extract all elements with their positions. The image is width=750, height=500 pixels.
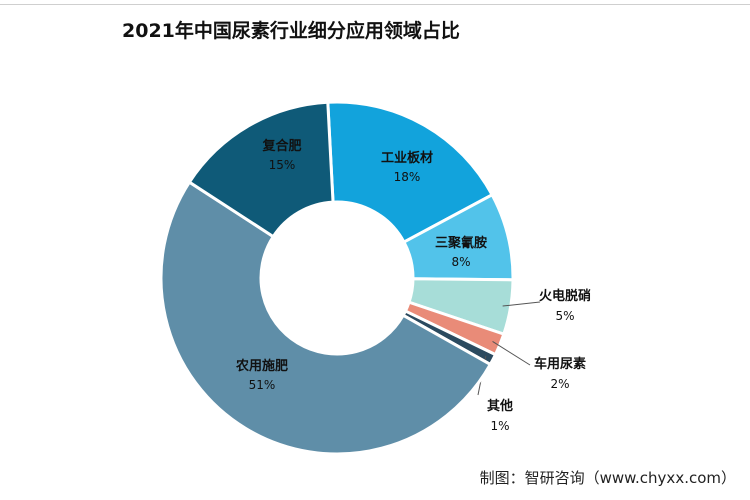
slice-label: 其他: [487, 398, 513, 414]
slice-percent: 15%: [269, 158, 296, 172]
slice-label: 农用施肥: [235, 358, 288, 374]
slice-percent: 2%: [550, 377, 569, 391]
slice-label: 三聚氰胺: [435, 235, 487, 251]
slice-percent: 18%: [394, 170, 421, 184]
slice-percent: 5%: [555, 309, 574, 323]
slice-label: 车用尿素: [534, 356, 586, 372]
slice-label: 火电脱硝: [539, 288, 591, 304]
source-footer: 制图：智研咨询（www.chyxx.com）: [479, 469, 736, 487]
slice-label: 工业板材: [381, 150, 433, 166]
slice-复合肥: [187, 100, 335, 239]
chart-title: 2021年中国尿素行业细分应用领域占比: [122, 20, 460, 42]
slice-label: 复合肥: [261, 138, 301, 154]
leader-line: [492, 341, 531, 366]
slice-percent: 51%: [249, 378, 276, 392]
slice-percent: 8%: [451, 255, 470, 269]
slice-percent: 1%: [490, 419, 509, 433]
leader-line: [502, 301, 541, 307]
slice-农用施肥: [159, 180, 493, 456]
slice-工业板材: [326, 100, 495, 245]
top-divider: [0, 4, 750, 5]
